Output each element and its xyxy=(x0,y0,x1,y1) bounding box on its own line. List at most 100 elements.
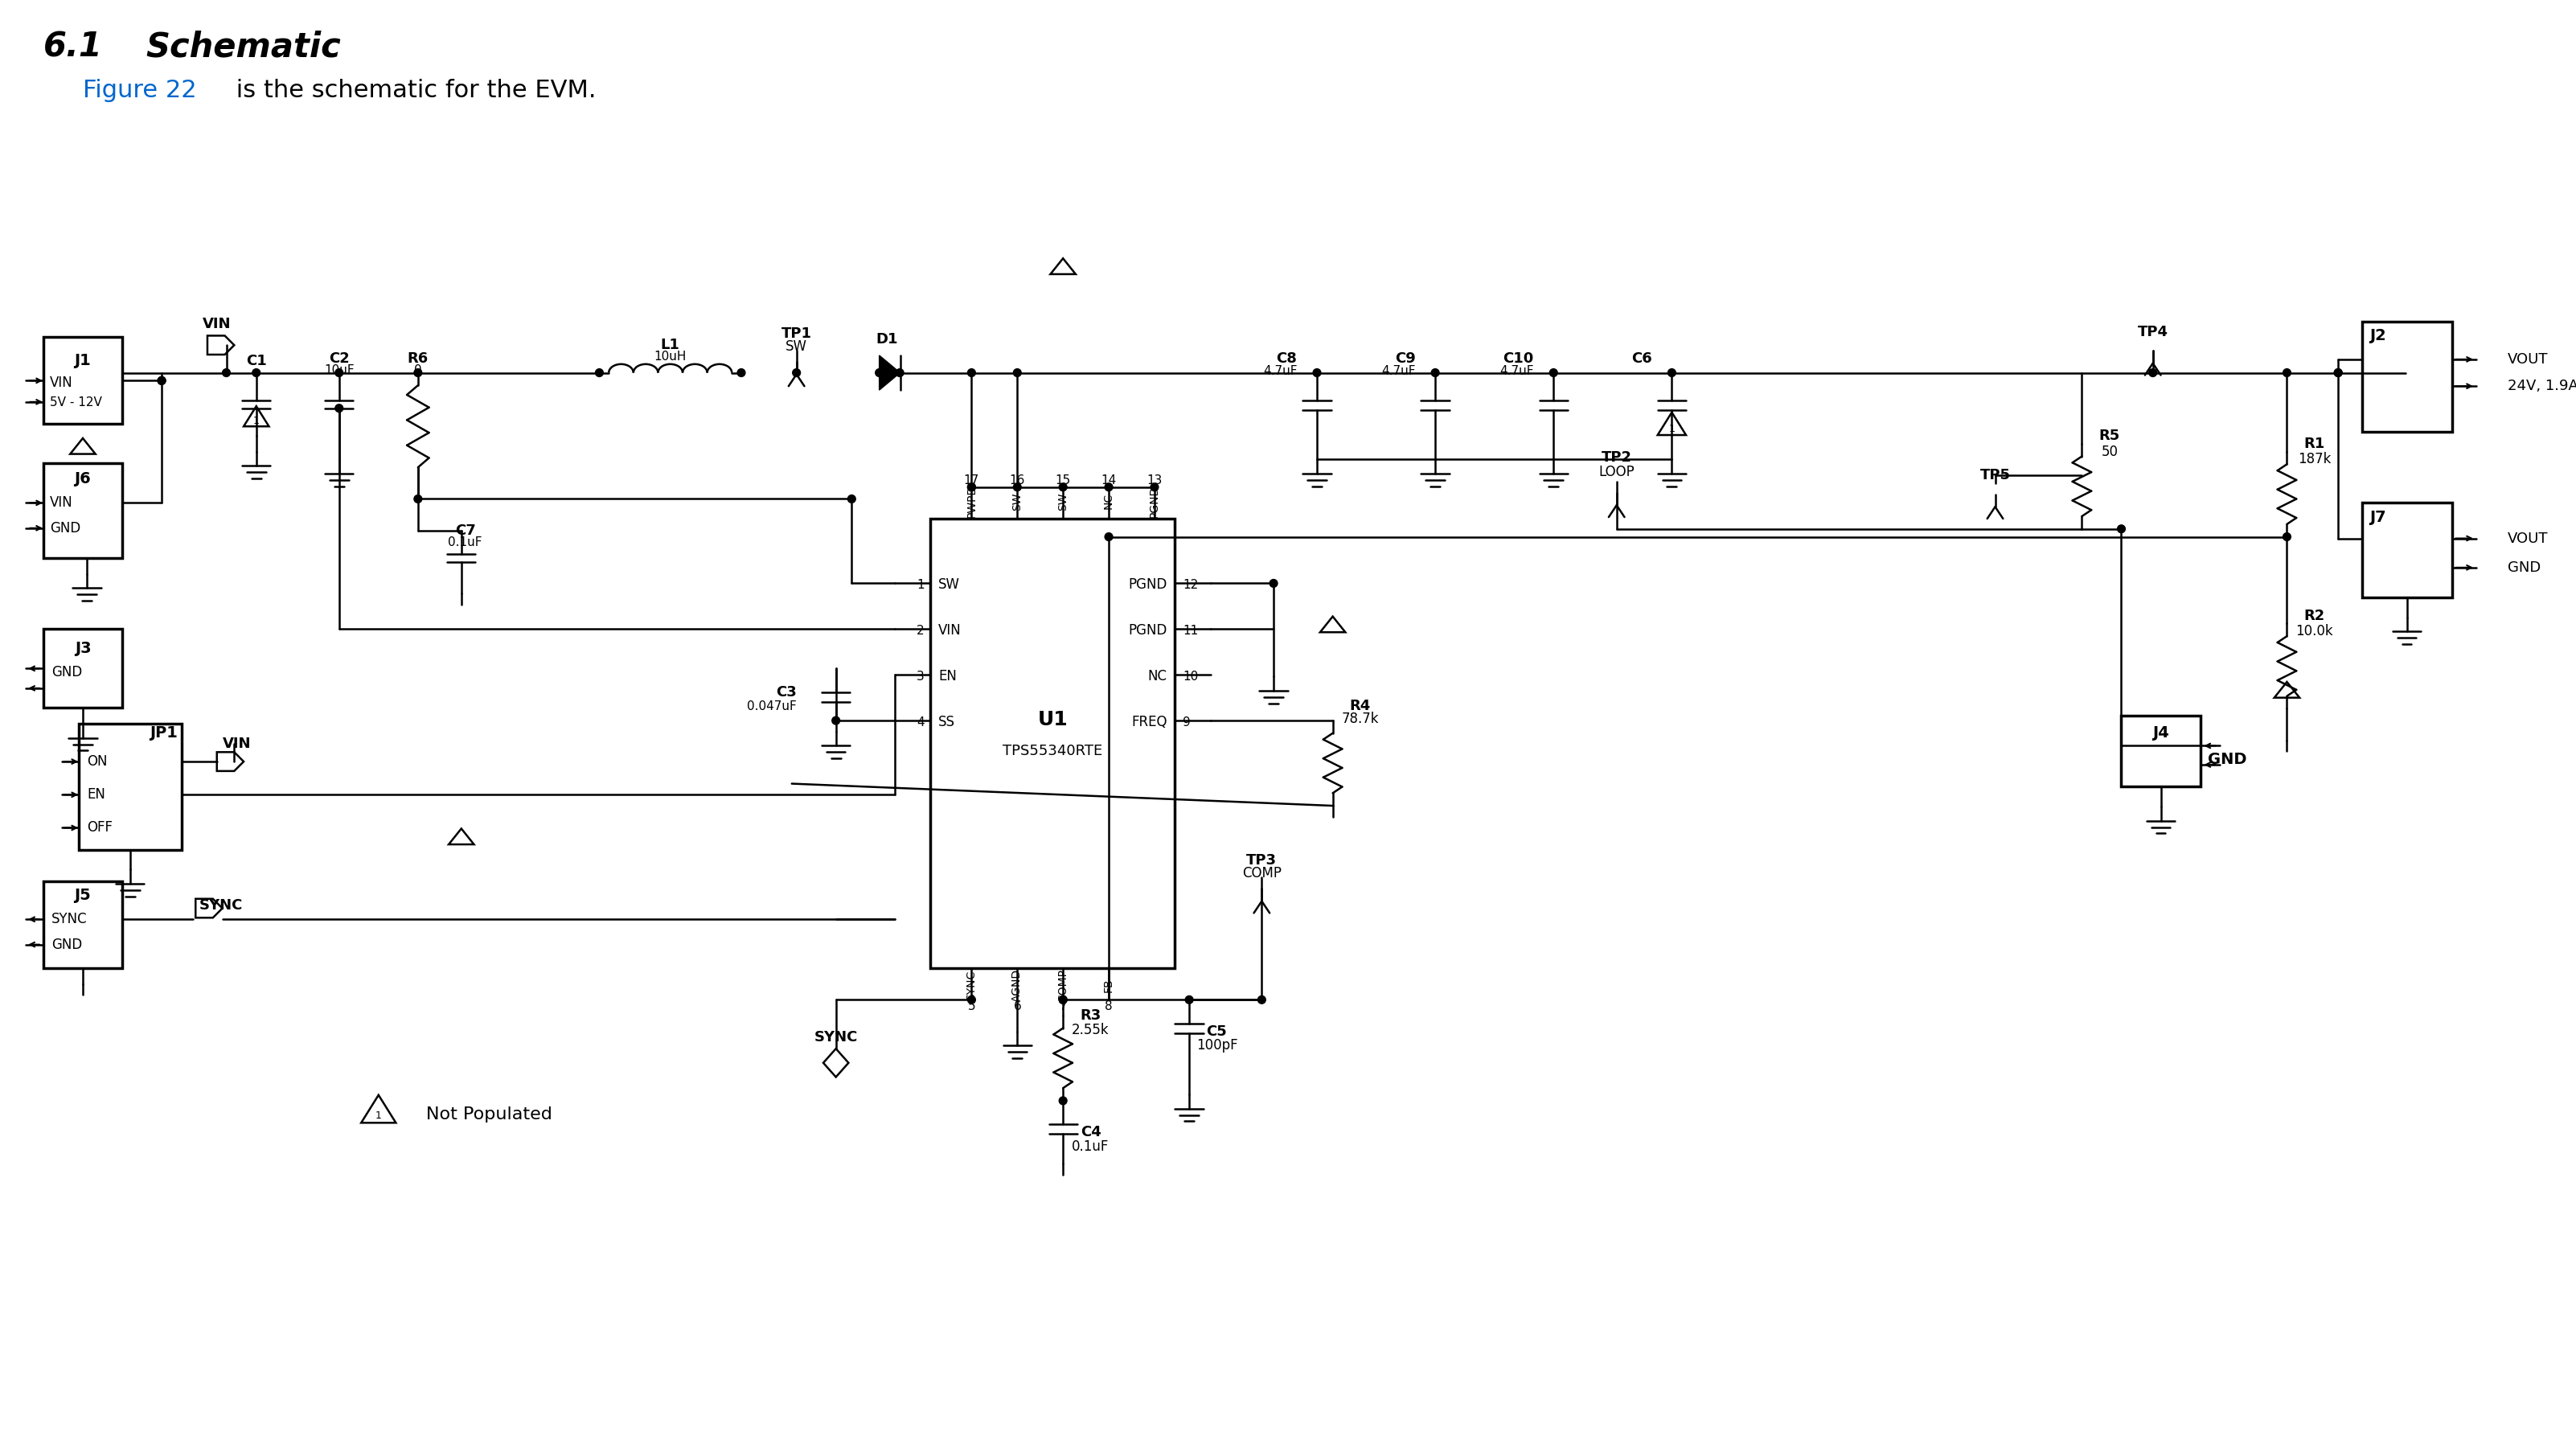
Circle shape xyxy=(2282,533,2290,540)
Circle shape xyxy=(222,369,229,377)
Circle shape xyxy=(969,483,976,491)
Circle shape xyxy=(2148,369,2156,377)
Text: 0.1uF: 0.1uF xyxy=(1072,1139,1110,1153)
Text: JP1: JP1 xyxy=(149,726,178,740)
Text: VIN: VIN xyxy=(49,375,72,390)
Text: FB: FB xyxy=(1103,978,1115,993)
Text: 1: 1 xyxy=(252,416,260,426)
Text: VIN: VIN xyxy=(204,316,232,330)
Circle shape xyxy=(1667,369,1677,377)
Circle shape xyxy=(848,496,855,503)
Text: C2: C2 xyxy=(330,351,350,365)
Text: TP4: TP4 xyxy=(2138,325,2169,339)
Text: 4.7uF: 4.7uF xyxy=(1499,365,1533,377)
Text: PGND: PGND xyxy=(1149,485,1159,517)
Text: PWPD: PWPD xyxy=(966,485,976,517)
Text: ON: ON xyxy=(88,755,108,769)
Text: 16: 16 xyxy=(1010,475,1025,487)
Circle shape xyxy=(737,369,744,377)
Text: C7: C7 xyxy=(456,523,477,538)
Text: 3: 3 xyxy=(917,671,925,682)
Bar xyxy=(44,338,121,425)
Circle shape xyxy=(1314,369,1321,377)
Text: 1: 1 xyxy=(1669,425,1674,435)
Text: R6: R6 xyxy=(407,351,428,365)
Text: 100pF: 100pF xyxy=(1195,1039,1236,1053)
Text: 78.7k: 78.7k xyxy=(1342,711,1378,726)
Text: 12: 12 xyxy=(1182,578,1198,591)
Circle shape xyxy=(335,369,343,377)
Bar xyxy=(2362,322,2452,432)
Text: 15: 15 xyxy=(1056,475,1072,487)
Text: 6: 6 xyxy=(1012,1000,1020,1011)
Text: C5: C5 xyxy=(1206,1024,1226,1039)
Text: SW: SW xyxy=(786,339,806,354)
Text: COMP: COMP xyxy=(1056,969,1069,1003)
Text: 1: 1 xyxy=(917,578,925,591)
Text: OFF: OFF xyxy=(88,820,113,835)
Text: SW: SW xyxy=(1012,493,1023,510)
Circle shape xyxy=(1059,995,1066,1004)
Circle shape xyxy=(335,404,343,412)
Text: 14: 14 xyxy=(1100,475,1115,487)
Bar xyxy=(80,723,180,851)
Text: 11: 11 xyxy=(1182,625,1198,636)
Circle shape xyxy=(896,369,904,377)
Circle shape xyxy=(1012,369,1020,377)
Circle shape xyxy=(1059,1097,1066,1104)
Text: D1: D1 xyxy=(876,332,899,346)
Text: GND: GND xyxy=(52,938,82,952)
Text: 5: 5 xyxy=(969,1000,976,1011)
Text: Not Populated: Not Populated xyxy=(425,1106,551,1122)
Circle shape xyxy=(1059,483,1066,491)
Circle shape xyxy=(1257,995,1265,1004)
Text: 50: 50 xyxy=(2102,445,2117,459)
Circle shape xyxy=(157,377,165,384)
Text: GND: GND xyxy=(2506,561,2540,575)
Text: J4: J4 xyxy=(2154,726,2169,740)
Text: 5V - 12V: 5V - 12V xyxy=(49,397,103,409)
Text: J1: J1 xyxy=(75,354,90,368)
Text: AGND: AGND xyxy=(1012,969,1023,1003)
Text: VIN: VIN xyxy=(938,623,961,638)
Text: C6: C6 xyxy=(1631,351,1651,365)
Text: 10.0k: 10.0k xyxy=(2295,625,2334,639)
Text: 0.047uF: 0.047uF xyxy=(747,700,796,713)
Text: SW: SW xyxy=(1056,493,1069,510)
Text: 7: 7 xyxy=(1059,1000,1066,1011)
Circle shape xyxy=(1432,369,1440,377)
Text: SYNC: SYNC xyxy=(52,911,88,926)
Circle shape xyxy=(832,717,840,724)
Text: R1: R1 xyxy=(2303,436,2326,451)
Text: PGND: PGND xyxy=(1128,578,1167,593)
Text: 10: 10 xyxy=(1182,671,1198,682)
Text: TPS55340RTE: TPS55340RTE xyxy=(1002,745,1103,759)
Text: 24V, 1.9A: 24V, 1.9A xyxy=(2506,378,2576,393)
Text: GND: GND xyxy=(2208,752,2246,767)
Text: TP5: TP5 xyxy=(1981,468,2009,483)
Text: L1: L1 xyxy=(659,338,680,352)
Circle shape xyxy=(415,496,422,503)
Polygon shape xyxy=(878,355,899,390)
Text: SYNC: SYNC xyxy=(198,898,242,913)
Text: SS: SS xyxy=(938,714,956,729)
Text: 10uH: 10uH xyxy=(654,351,688,364)
Circle shape xyxy=(252,369,260,377)
Text: J2: J2 xyxy=(2370,327,2385,343)
Bar xyxy=(930,519,1175,968)
Text: SYNC: SYNC xyxy=(814,1030,858,1045)
Circle shape xyxy=(2117,525,2125,533)
Circle shape xyxy=(1059,995,1066,1004)
Bar xyxy=(44,629,121,709)
Circle shape xyxy=(595,369,603,377)
Circle shape xyxy=(2334,369,2342,377)
Circle shape xyxy=(1012,483,1020,491)
Circle shape xyxy=(2282,369,2290,377)
Text: 6.1: 6.1 xyxy=(44,30,103,64)
Text: 4.7uF: 4.7uF xyxy=(1262,365,1298,377)
Text: PGND: PGND xyxy=(1128,623,1167,638)
Text: J7: J7 xyxy=(2370,510,2385,525)
Text: J5: J5 xyxy=(75,888,90,903)
Text: R4: R4 xyxy=(1350,698,1370,713)
Text: TP3: TP3 xyxy=(1247,853,1278,868)
